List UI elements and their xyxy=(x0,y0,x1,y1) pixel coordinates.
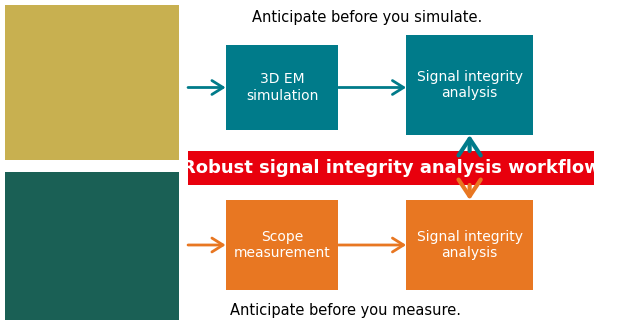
Text: Signal integrity
analysis: Signal integrity analysis xyxy=(417,230,522,260)
Bar xyxy=(188,151,594,185)
Bar xyxy=(406,200,533,290)
Bar xyxy=(406,35,533,135)
Text: Anticipate before you measure.: Anticipate before you measure. xyxy=(231,303,461,318)
Text: Anticipate before you simulate.: Anticipate before you simulate. xyxy=(252,10,482,25)
Text: 3D EM
simulation: 3D EM simulation xyxy=(246,72,318,103)
Bar xyxy=(225,200,338,290)
Text: Scope
measurement: Scope measurement xyxy=(234,230,331,260)
Bar xyxy=(4,5,178,160)
Bar xyxy=(4,172,178,320)
Text: Robust signal integrity analysis workflow: Robust signal integrity analysis workflo… xyxy=(182,159,601,177)
Bar xyxy=(225,45,338,130)
Text: Signal integrity
analysis: Signal integrity analysis xyxy=(417,70,522,100)
